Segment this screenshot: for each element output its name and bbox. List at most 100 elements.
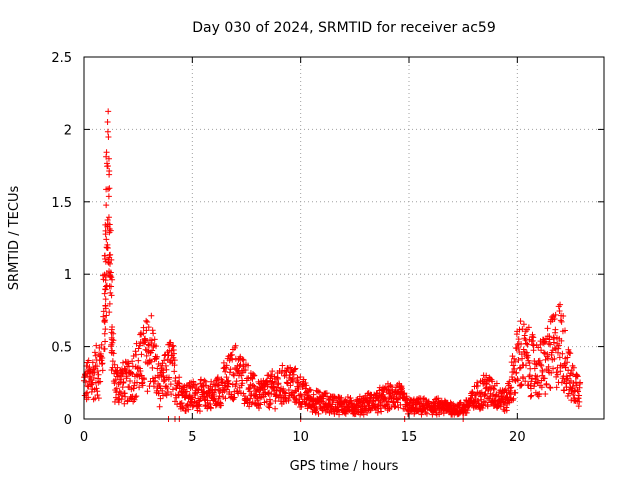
data-point-marker (435, 395, 442, 402)
data-point-marker (202, 378, 209, 385)
data-point-marker (170, 350, 177, 357)
data-point-marker (493, 380, 500, 387)
data-point-marker (101, 330, 108, 337)
data-point-marker (575, 395, 582, 402)
data-point-marker (189, 403, 196, 410)
data-point-marker (574, 373, 581, 380)
data-point-marker (207, 405, 214, 412)
data-point-marker (104, 223, 111, 230)
x-axis-label: GPS time / hours (290, 459, 399, 474)
data-point-marker (163, 366, 170, 373)
data-point-marker (511, 365, 518, 372)
data-point-marker (102, 296, 109, 303)
data-point-marker (254, 395, 261, 402)
data-point-marker (310, 391, 317, 398)
data-point-marker (554, 371, 561, 378)
data-point-marker (552, 311, 559, 318)
data-point-marker (138, 351, 145, 358)
data-point-marker (239, 369, 246, 376)
data-point-marker (274, 375, 281, 382)
data-point-marker (223, 374, 230, 381)
data-point-marker (97, 378, 104, 385)
data-point-marker (527, 382, 534, 389)
data-point-marker (176, 374, 183, 381)
data-point-marker (104, 245, 111, 252)
data-point-marker (287, 382, 294, 389)
data-point-marker (94, 363, 100, 370)
data-point-marker (551, 355, 558, 362)
data-point-marker (102, 302, 109, 309)
data-point-marker (551, 335, 558, 342)
data-point-marker (109, 323, 116, 330)
data-point-marker (257, 401, 264, 408)
data-point-marker (538, 362, 545, 369)
data-point-marker (207, 401, 214, 408)
data-point-marker (81, 374, 88, 381)
data-point-marker (98, 341, 105, 348)
data-point-marker (306, 386, 313, 393)
data-point-marker (304, 405, 311, 412)
data-point-marker (150, 330, 157, 337)
data-point-marker (120, 378, 127, 385)
data-point-marker (523, 362, 529, 369)
data-point-marker (102, 326, 109, 333)
data-point-marker (133, 340, 140, 347)
data-point-marker (237, 361, 244, 368)
data-point-marker (503, 407, 510, 414)
data-point-marker (250, 372, 257, 379)
data-point-marker (106, 300, 113, 307)
data-point-marker (102, 258, 109, 265)
data-point-marker (111, 361, 118, 368)
data-point-marker (230, 371, 237, 378)
plot-frame (83, 56, 605, 420)
data-point-marker (250, 382, 257, 389)
data-point-marker (384, 386, 391, 393)
data-point-marker (155, 390, 162, 397)
data-point-marker (106, 185, 113, 192)
data-point-marker (524, 341, 531, 348)
data-point-marker (136, 365, 143, 372)
data-point-marker (104, 162, 111, 169)
data-point-marker (249, 375, 256, 382)
data-point-marker (94, 392, 101, 399)
data-point-marker (214, 374, 221, 381)
data-point-marker (266, 396, 273, 403)
data-point-marker (570, 364, 577, 371)
y-tick-label: 1 (64, 268, 72, 283)
data-point-marker (511, 376, 518, 383)
data-point-marker (463, 409, 470, 416)
data-point-marker (483, 381, 490, 388)
data-point-marker (86, 364, 93, 371)
data-point-marker (176, 380, 183, 387)
data-point-marker (172, 375, 179, 382)
data-point-marker (298, 403, 305, 410)
data-point-marker (378, 408, 385, 415)
data-point-marker (162, 362, 169, 369)
chart-title: Day 030 of 2024, SRMTID for receiver ac5… (192, 20, 496, 36)
data-point-marker (148, 358, 155, 365)
data-point-marker (271, 379, 278, 386)
data-point-marker (101, 252, 108, 259)
data-point-marker (93, 342, 100, 349)
data-point-marker (102, 231, 109, 238)
data-point-marker (474, 382, 481, 389)
data-point-marker (403, 395, 410, 402)
data-point-marker (132, 348, 139, 355)
data-point-marker (267, 400, 274, 407)
data-point-marker (95, 395, 102, 402)
data-point-marker (558, 379, 565, 386)
data-point-marker (420, 396, 427, 403)
data-point-marker (99, 367, 106, 374)
data-point-marker (218, 402, 225, 409)
data-point-marker (528, 378, 535, 385)
data-point-marker (523, 349, 530, 356)
data-point-marker (510, 395, 517, 402)
data-point-marker (560, 313, 567, 320)
data-point-marker (529, 331, 536, 338)
data-point-marker (550, 365, 557, 372)
data-point-marker (213, 376, 220, 383)
data-point-marker (281, 394, 288, 401)
data-point-marker (513, 369, 520, 376)
data-point-marker (279, 362, 286, 369)
data-point-marker (105, 108, 112, 115)
